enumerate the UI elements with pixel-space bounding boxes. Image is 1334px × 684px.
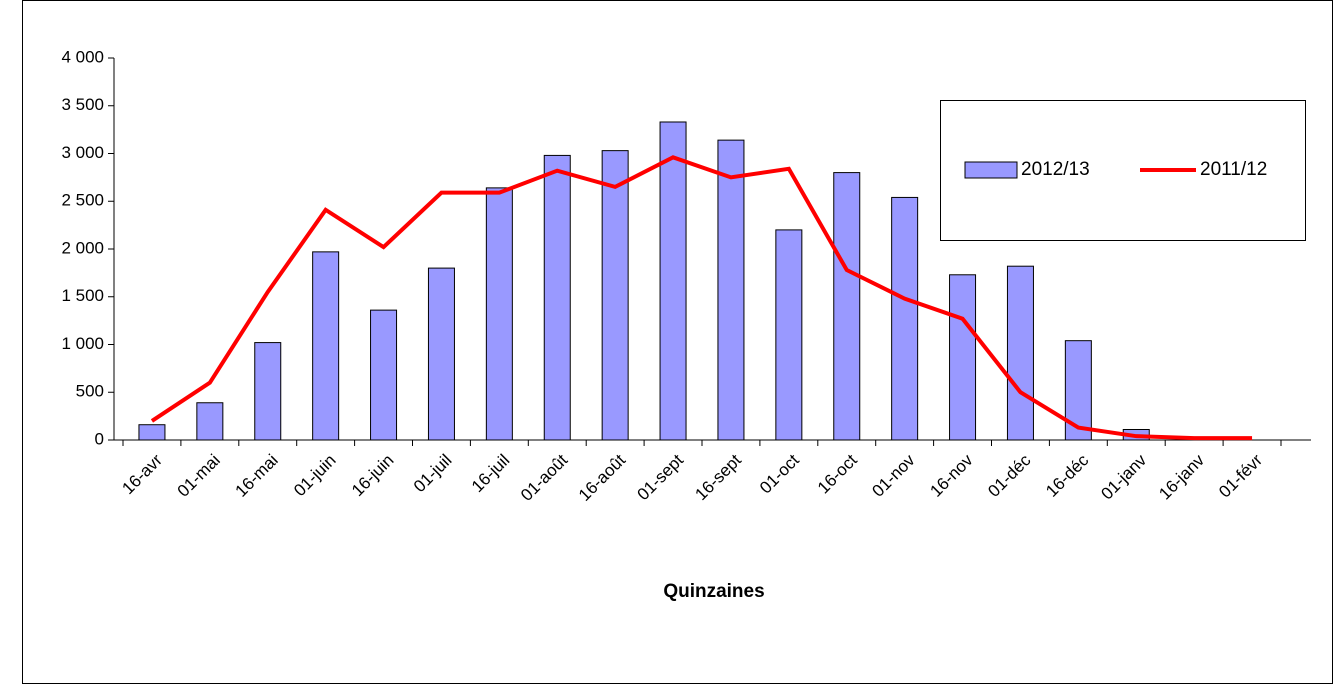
bar	[775, 229, 803, 441]
bar	[659, 121, 687, 441]
bar	[1064, 340, 1092, 441]
y-tick-label: 1 000	[61, 334, 104, 353]
bar	[717, 139, 745, 441]
bar	[891, 196, 919, 441]
bar	[254, 342, 282, 441]
legend-swatch	[964, 161, 1018, 179]
legend-label: 2012/13	[1021, 159, 1090, 180]
bar	[138, 424, 166, 441]
y-tick-label: 3 500	[61, 95, 104, 114]
y-tick-label: 4 000	[61, 47, 104, 66]
bar	[485, 187, 513, 441]
bar	[833, 172, 861, 441]
bar	[196, 402, 224, 441]
y-tick-label: 2 000	[61, 238, 104, 257]
y-tick-label: 1 500	[61, 286, 104, 305]
y-tick-label: 0	[95, 429, 104, 448]
x-axis-title: Quinzaines	[663, 581, 764, 602]
bar	[601, 150, 629, 441]
y-tick-label: 3 000	[61, 143, 104, 162]
bar	[312, 251, 340, 441]
bar	[543, 154, 571, 441]
bar	[949, 274, 977, 441]
bar	[427, 267, 455, 441]
legend-label: 2011/12	[1200, 159, 1267, 180]
y-tick-label: 500	[76, 382, 104, 401]
y-tick-label: 2 500	[61, 191, 104, 210]
bar	[1006, 265, 1034, 441]
bar	[370, 309, 398, 441]
line	[150, 155, 1253, 441]
